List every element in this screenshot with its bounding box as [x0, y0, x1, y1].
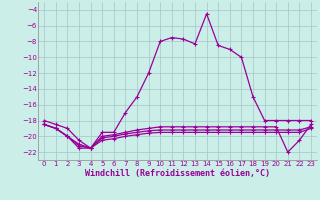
X-axis label: Windchill (Refroidissement éolien,°C): Windchill (Refroidissement éolien,°C)	[85, 169, 270, 178]
